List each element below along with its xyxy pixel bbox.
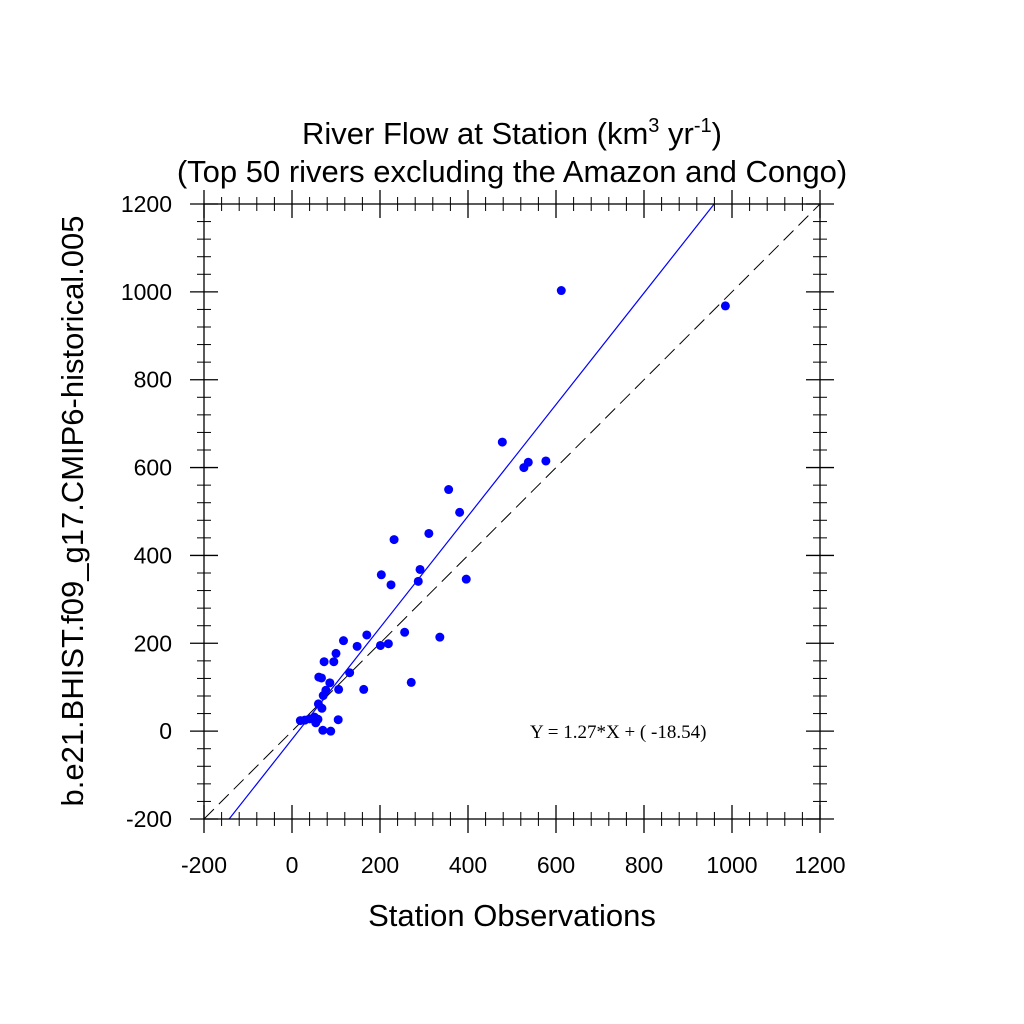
data-point	[415, 564, 425, 574]
chart-title-line1: River Flow at Station (km3 yr-1)	[302, 115, 722, 151]
data-point	[295, 716, 305, 726]
y-tick-label: 1000	[121, 279, 172, 305]
y-tick-label: 0	[159, 718, 172, 744]
y-tick-label: 200	[134, 630, 172, 656]
data-point	[461, 574, 471, 584]
x-tick-label: 800	[625, 852, 663, 878]
data-point	[345, 668, 355, 678]
data-point	[376, 570, 386, 580]
data-point	[331, 648, 341, 658]
y-tick-label: -200	[126, 806, 172, 832]
data-point	[406, 677, 416, 687]
data-point	[318, 725, 328, 735]
data-point	[435, 632, 445, 642]
x-tick-label: 1200	[794, 852, 845, 878]
y-tick-label: 400	[134, 542, 172, 568]
x-tick-label: 200	[361, 852, 399, 878]
data-point	[319, 657, 329, 667]
data-point	[334, 684, 344, 694]
data-point	[318, 691, 328, 701]
data-point	[313, 699, 323, 709]
data-point	[389, 535, 399, 545]
regression-equation: Y = 1.27*X + ( -18.54)	[530, 722, 706, 743]
data-point	[311, 718, 321, 728]
data-point	[362, 630, 372, 640]
data-point	[400, 627, 410, 637]
data-point	[333, 715, 343, 725]
data-point	[455, 507, 465, 517]
data-point	[413, 576, 423, 586]
y-tick-label: 600	[134, 455, 172, 481]
data-point	[444, 485, 454, 495]
x-tick-label: 400	[449, 852, 487, 878]
x-tick-label: 600	[537, 852, 575, 878]
data-point	[720, 301, 730, 311]
data-point	[519, 463, 529, 473]
chart-title-line2: (Top 50 rivers excluding the Amazon and …	[177, 154, 847, 189]
data-point	[359, 684, 369, 694]
y-tick-label: 800	[134, 367, 172, 393]
data-point	[329, 657, 339, 667]
data-point	[383, 639, 393, 649]
data-point	[338, 636, 348, 646]
data-point	[314, 672, 324, 682]
data-point	[375, 640, 385, 650]
x-axis-title: Station Observations	[368, 898, 656, 933]
x-tick-label: -200	[181, 852, 227, 878]
data-point	[326, 726, 336, 736]
data-point	[325, 678, 335, 688]
data-point	[556, 286, 566, 296]
data-point	[352, 641, 362, 651]
data-point	[497, 437, 507, 447]
y-tick-label: 1200	[121, 191, 172, 217]
plot-frame	[203, 203, 821, 820]
data-point	[424, 528, 434, 538]
regression-line	[228, 204, 715, 819]
x-tick-label: 0	[286, 852, 299, 878]
x-tick-label: 1000	[706, 852, 757, 878]
data-point	[386, 580, 396, 590]
one-to-one-line	[204, 204, 820, 819]
data-point	[541, 456, 551, 466]
y-axis-title: b.e21.BHIST.f09_g17.CMIP6-historical.005	[55, 215, 90, 806]
